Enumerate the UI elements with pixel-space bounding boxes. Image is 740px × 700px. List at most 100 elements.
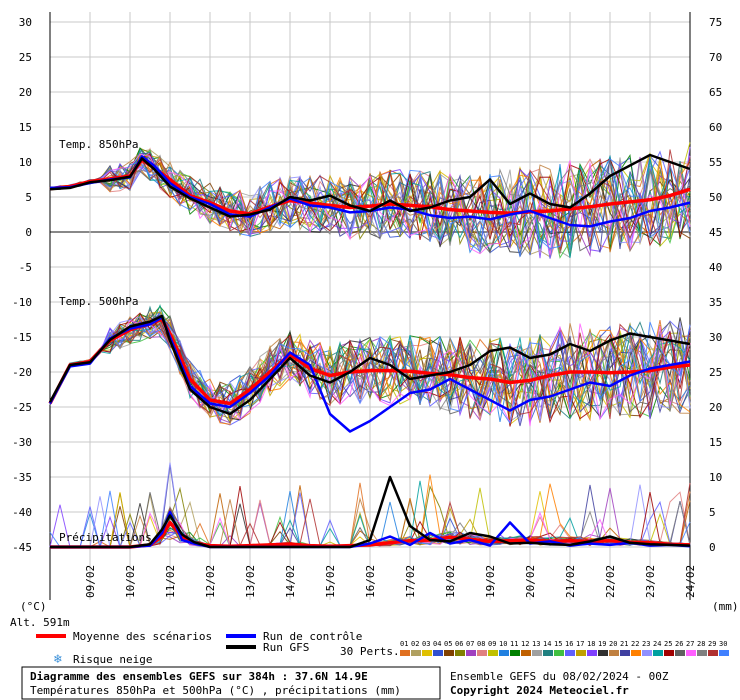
pert-swatch (653, 650, 663, 656)
pert-number: 05 (444, 640, 452, 648)
pert-swatch (675, 650, 685, 656)
pert-swatch (466, 650, 476, 656)
x-tick-label: 18/02 (444, 565, 457, 598)
snowflake-icon: ❄ (53, 652, 62, 667)
pert-number: 18 (587, 640, 595, 648)
pert-swatch (400, 650, 410, 656)
left-tick-label: 10 (19, 156, 32, 169)
section-label-t850: Temp. 850hPa (59, 138, 138, 151)
pert-swatch (499, 650, 509, 656)
pert-number: 13 (532, 640, 540, 648)
left-tick-label: -20 (12, 366, 32, 379)
pert-number: 30 (719, 640, 727, 648)
pert-swatch (455, 650, 465, 656)
perturbation-line-t500 (49, 321, 691, 425)
right-tick-label: 35 (709, 296, 722, 309)
pert-swatch (444, 650, 454, 656)
left-tick-label: -30 (12, 436, 32, 449)
right-tick-label: 10 (709, 471, 722, 484)
left-tick-label: -5 (19, 261, 32, 274)
x-tick-label: 20/02 (524, 565, 537, 598)
left-tick-label: 15 (19, 121, 32, 134)
perturbation-line-t850 (50, 148, 691, 258)
pert-number: 21 (620, 640, 628, 648)
pert-swatch (554, 650, 564, 656)
right-tick-label: 15 (709, 436, 722, 449)
x-tick-label: 11/02 (164, 565, 177, 598)
left-unit-label: (°C) (20, 600, 47, 613)
pert-number: 29 (708, 640, 716, 648)
pert-swatch (411, 650, 421, 656)
pert-number: 24 (653, 640, 661, 648)
x-tick-label: 15/02 (324, 565, 337, 598)
perturbation-line-t500 (49, 314, 691, 427)
legend-control-label: Run de contrôle (263, 630, 362, 643)
pert-number: 25 (664, 640, 672, 648)
right-tick-label: 45 (709, 226, 722, 239)
pert-number: 07 (466, 640, 474, 648)
pert-number: 27 (686, 640, 694, 648)
right-tick-label: 20 (709, 401, 722, 414)
x-tick-label: 24/02 (684, 565, 697, 598)
left-tick-label: -10 (12, 296, 32, 309)
pert-number: 19 (598, 640, 606, 648)
pert-swatch (510, 650, 520, 656)
left-tick-label: -45 (12, 541, 32, 554)
left-tick-label: 5 (25, 191, 32, 204)
pert-swatch (576, 650, 586, 656)
legend: Moyenne des scénarios Run de contrôle Ru… (36, 630, 729, 667)
x-tick-label: 22/02 (604, 565, 617, 598)
pert-swatch (488, 650, 498, 656)
x-tick-label: 21/02 (564, 565, 577, 598)
perturbation-line-t850 (49, 147, 691, 250)
series-line-precip (50, 520, 691, 549)
pert-number: 23 (642, 640, 650, 648)
perturbation-line-t850 (50, 153, 691, 247)
pert-number: 22 (631, 640, 639, 648)
right-tick-label: 40 (709, 261, 722, 274)
pert-swatch (697, 650, 707, 656)
pert-swatch (521, 650, 531, 656)
pert-number: 08 (477, 640, 485, 648)
perturbation-legend: 01 02 03 04 05 06 07 08 09 10 11 12 13 14 15 16 17 18 19 20… (400, 640, 729, 656)
title-box (21, 666, 441, 700)
right-tick-label: 65 (709, 86, 722, 99)
right-tick-label: 60 (709, 121, 722, 134)
run-info: Ensemble GEFS du 08/02/2024 - 00Z (450, 670, 669, 683)
chart-title: Diagramme des ensembles GEFS sur 384h : … (30, 670, 368, 683)
left-tick-label: 30 (19, 16, 32, 29)
legend-perts-label: 30 Perts. (340, 645, 400, 658)
left-tick-label: 0 (25, 226, 32, 239)
right-tick-label: 50 (709, 191, 722, 204)
pert-number: 10 (499, 640, 507, 648)
left-tick-label: -35 (12, 471, 32, 484)
right-tick-label: 70 (709, 51, 722, 64)
pert-number: 12 (521, 640, 529, 648)
pert-swatch (422, 650, 432, 656)
x-axis-ticks: 09/02 10/02 11/02 12/02 13/02 14/02 15/02 16/02… (84, 565, 697, 598)
pert-number: 20 (609, 640, 617, 648)
section-label-precip: Précipitations (59, 531, 152, 544)
perturbation-line-t500 (49, 319, 691, 427)
pert-swatch (631, 650, 641, 656)
x-tick-label: 23/02 (644, 565, 657, 598)
pert-swatch (587, 650, 597, 656)
perturbation-line-t850 (49, 149, 691, 250)
pert-swatch (664, 650, 674, 656)
chart-subtitle: Températures 850hPa et 500hPa (°C) , pré… (30, 684, 401, 697)
left-tick-label: -40 (12, 506, 32, 519)
left-tick-label: 20 (19, 86, 32, 99)
series-line-precip (50, 475, 691, 549)
right-tick-label: 55 (709, 156, 722, 169)
pert-number: 16 (565, 640, 573, 648)
pert-number: 15 (554, 640, 562, 648)
pert-number: 04 (433, 640, 441, 648)
pert-swatch (719, 650, 729, 656)
right-tick-label: 30 (709, 331, 722, 344)
x-tick-label: 12/02 (204, 565, 217, 598)
pert-number: 17 (576, 640, 584, 648)
copyright: Copyright 2024 Meteociel.fr (450, 684, 629, 697)
pert-number: 14 (543, 640, 551, 648)
pert-number: 02 (411, 640, 419, 648)
